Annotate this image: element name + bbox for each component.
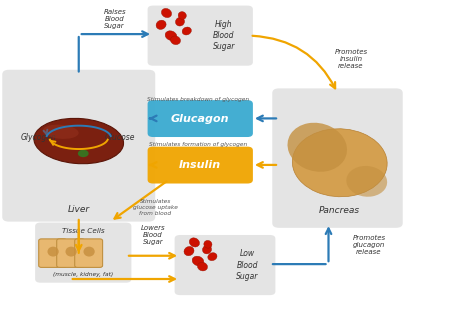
Ellipse shape: [202, 245, 211, 254]
Ellipse shape: [178, 12, 186, 19]
Circle shape: [78, 150, 89, 157]
Ellipse shape: [184, 246, 194, 256]
Ellipse shape: [182, 27, 191, 35]
Ellipse shape: [292, 129, 387, 197]
Ellipse shape: [288, 123, 347, 172]
Ellipse shape: [204, 241, 212, 248]
FancyBboxPatch shape: [57, 239, 85, 268]
Ellipse shape: [198, 262, 207, 271]
Text: Stimulates
glucose uptake
from blood: Stimulates glucose uptake from blood: [133, 199, 178, 216]
Text: Tissue Cells: Tissue Cells: [62, 228, 104, 234]
FancyBboxPatch shape: [2, 70, 155, 222]
Ellipse shape: [165, 31, 177, 41]
Text: Promotes
insulin
release: Promotes insulin release: [334, 49, 368, 69]
Text: Raises
Blood
Sugar: Raises Blood Sugar: [104, 8, 126, 29]
Ellipse shape: [208, 253, 217, 261]
Ellipse shape: [192, 256, 204, 266]
FancyBboxPatch shape: [148, 6, 253, 66]
Text: Stimulates formation of glycogen: Stimulates formation of glycogen: [149, 142, 247, 147]
Ellipse shape: [47, 247, 58, 257]
FancyBboxPatch shape: [175, 235, 275, 295]
Ellipse shape: [84, 247, 95, 257]
Ellipse shape: [176, 17, 184, 26]
FancyBboxPatch shape: [35, 223, 131, 283]
Text: Promotes
glucagon
release: Promotes glucagon release: [352, 235, 386, 255]
FancyBboxPatch shape: [39, 239, 67, 268]
Ellipse shape: [171, 36, 180, 45]
Text: Insulin: Insulin: [179, 160, 221, 170]
Text: Stimulates breakdown of glycogen: Stimulates breakdown of glycogen: [147, 97, 249, 102]
Ellipse shape: [66, 247, 77, 257]
Text: Glucose: Glucose: [104, 133, 135, 143]
Ellipse shape: [162, 8, 171, 18]
FancyBboxPatch shape: [148, 147, 253, 184]
Text: High
Blood
Sugar: High Blood Sugar: [213, 20, 235, 51]
Text: Lowers
Blood
Sugar: Lowers Blood Sugar: [141, 225, 165, 245]
Ellipse shape: [34, 118, 124, 164]
Ellipse shape: [346, 166, 387, 197]
Ellipse shape: [43, 125, 79, 139]
Text: Pancreas: Pancreas: [319, 206, 360, 215]
Text: Liver: Liver: [68, 205, 90, 214]
Text: (muscle, kidney, fat): (muscle, kidney, fat): [53, 272, 113, 277]
FancyBboxPatch shape: [75, 239, 103, 268]
FancyBboxPatch shape: [148, 100, 253, 137]
FancyBboxPatch shape: [272, 88, 403, 228]
Text: Low
Blood
Sugar: Low Blood Sugar: [236, 250, 259, 281]
Ellipse shape: [189, 238, 199, 247]
Ellipse shape: [156, 20, 166, 29]
Text: Glycogen: Glycogen: [20, 133, 56, 143]
Text: Glucagon: Glucagon: [171, 113, 230, 124]
